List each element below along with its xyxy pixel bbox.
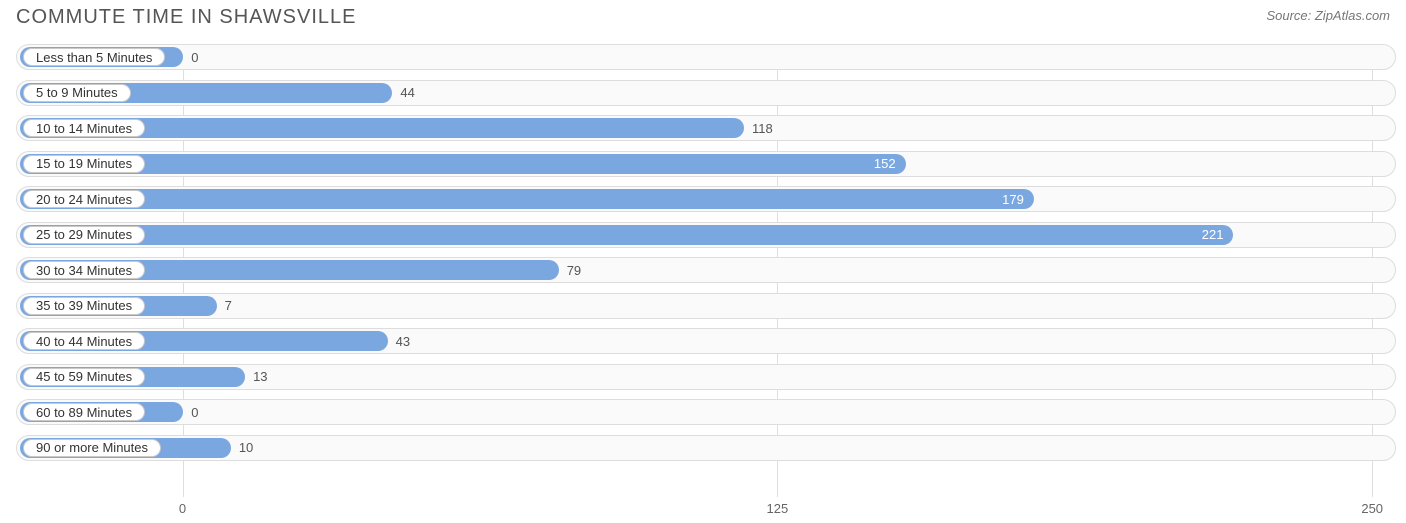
chart-plot-area: Less than 5 Minutes 0 5 to 9 Minutes 44 10 t… [16, 44, 1396, 497]
category-pill: Less than 5 Minutes [23, 48, 165, 66]
bar-row: 40 to 44 Minutes 43 [16, 328, 1396, 354]
category-pill: 20 to 24 Minutes [23, 190, 145, 208]
bar-fill [20, 189, 1034, 209]
category-pill: 10 to 14 Minutes [23, 119, 145, 137]
bar-row: Less than 5 Minutes 0 [16, 44, 1396, 70]
category-pill: 15 to 19 Minutes [23, 155, 145, 173]
bar-row: 5 to 9 Minutes 44 [16, 80, 1396, 106]
value-label: 152 [874, 152, 896, 176]
value-label: 79 [567, 258, 581, 282]
x-axis-tick: 250 [1361, 501, 1383, 516]
value-label: 44 [400, 81, 414, 105]
value-label: 221 [1202, 223, 1224, 247]
category-pill: 25 to 29 Minutes [23, 226, 145, 244]
bar-row: 35 to 39 Minutes 7 [16, 293, 1396, 319]
category-pill: 5 to 9 Minutes [23, 84, 131, 102]
x-axis-tick: 125 [767, 501, 789, 516]
category-pill: 90 or more Minutes [23, 439, 161, 457]
chart-title: COMMUTE TIME IN SHAWSVILLE [16, 6, 356, 28]
value-label: 43 [396, 329, 410, 353]
bar-row: 10 to 14 Minutes 118 [16, 115, 1396, 141]
bar-row: 45 to 59 Minutes 13 [16, 364, 1396, 390]
category-pill: 40 to 44 Minutes [23, 332, 145, 350]
value-label: 10 [239, 436, 253, 460]
value-label: 13 [253, 365, 267, 389]
bar-row: 15 to 19 Minutes 152 [16, 151, 1396, 177]
bar-fill [20, 225, 1233, 245]
chart-source: Source: ZipAtlas.com [1266, 8, 1390, 23]
bar-row: 90 or more Minutes 10 [16, 435, 1396, 461]
bar-row: 60 to 89 Minutes 0 [16, 399, 1396, 425]
value-label: 179 [1002, 187, 1024, 211]
bar-row: 20 to 24 Minutes 179 [16, 186, 1396, 212]
value-label: 7 [225, 294, 232, 318]
chart-container: COMMUTE TIME IN SHAWSVILLE Source: ZipAt… [0, 0, 1406, 523]
x-axis-tick: 0 [179, 501, 186, 516]
value-label: 0 [191, 45, 198, 69]
x-axis-labels: 0 125 250 [16, 501, 1396, 519]
category-pill: 45 to 59 Minutes [23, 368, 145, 386]
bar-row: 30 to 34 Minutes 79 [16, 257, 1396, 283]
bar-fill [20, 154, 906, 174]
bar-row: 25 to 29 Minutes 221 [16, 222, 1396, 248]
category-pill: 60 to 89 Minutes [23, 403, 145, 421]
category-pill: 35 to 39 Minutes [23, 297, 145, 315]
category-pill: 30 to 34 Minutes [23, 261, 145, 279]
chart-header: COMMUTE TIME IN SHAWSVILLE Source: ZipAt… [16, 6, 1390, 34]
value-label: 118 [752, 116, 773, 140]
value-label: 0 [191, 400, 198, 424]
